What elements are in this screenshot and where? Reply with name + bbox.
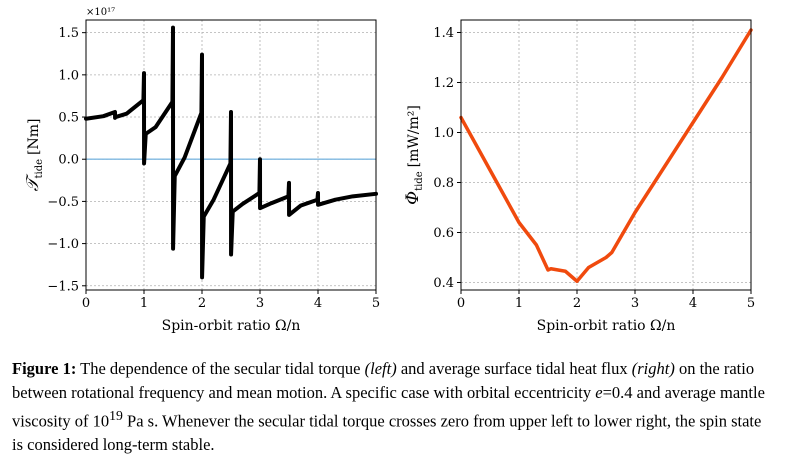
y-axis-subscript: tide (414, 171, 425, 191)
y-tick-label: 1.0 (433, 126, 454, 141)
caption-lead: Figure 1: (12, 359, 77, 378)
y-axis-unit: [mW/m²] (406, 105, 422, 167)
y-tick-label: 1.2 (433, 76, 454, 91)
x-tick-label: 2 (198, 296, 206, 311)
x-tick-label: 1 (515, 296, 523, 311)
caption-text-5: Pa s. Whenever the secular tidal torque … (12, 411, 762, 455)
caption-text-3: on the ratio between rotational frequenc… (12, 359, 755, 402)
y-tick-label: 0.4 (433, 276, 454, 291)
y-axis-unit: [Nm] (26, 118, 42, 154)
x-axis-label: Spin-orbit ratio Ω/n (162, 318, 301, 334)
y-axis-label: 𝒯tide[Nm] (23, 118, 45, 191)
figure-plots: 0 1 2 3 4 5 −1.5 −1.0 −0.5 0.0 0.5 1.0 1.5 Spin-orbit… (23, 7, 755, 334)
y-tick-label: 0.6 (433, 226, 454, 241)
y-tick-label: −0.5 (47, 195, 79, 210)
y-tick-label: 1.5 (58, 26, 79, 41)
y-axis-subscript: tide (34, 159, 45, 179)
x-tick-label: 4 (689, 296, 697, 311)
tidal-torque-chart: 0 1 2 3 4 5 −1.5 −1.0 −0.5 0.0 0.5 1.0 1.5 Spin-orbit… (23, 7, 380, 334)
series-line (459, 28, 753, 283)
y-tick-label: −1.5 (47, 279, 79, 294)
offset-text: ×10¹⁷ (86, 7, 115, 18)
x-tick-label: 5 (372, 296, 380, 311)
series-line (84, 25, 378, 280)
x-tick-label: 0 (82, 296, 90, 311)
caption-text-2: and average surface tidal heat flux (396, 359, 632, 378)
caption-text-1: The dependence of the secular tidal torq… (76, 359, 365, 378)
plot-frame (460, 19, 752, 291)
x-tick-label: 0 (457, 296, 465, 311)
caption-right: (right) (631, 359, 675, 378)
y-axis-label: Φtide [mW/m²] (403, 105, 425, 205)
caption-left: (left) (364, 359, 397, 378)
y-tick-label: 1.0 (58, 68, 79, 83)
y-tick-label: 0.8 (433, 176, 454, 191)
caption-exponent: 19 (109, 408, 123, 423)
y-axis-symbol: Φ (403, 191, 423, 205)
x-axis-label: Spin-orbit ratio Ω/n (537, 318, 676, 334)
x-tick-label: 3 (256, 296, 264, 311)
y-tick-label: 0.5 (58, 111, 79, 126)
tidal-heat-flux-chart: 0 1 2 3 4 5 0.4 0.6 0.8 1.0 1.2 1.4 Spin-orbit ratio… (403, 19, 755, 334)
y-tick-label: −1.0 (47, 237, 79, 252)
figure-caption: Figure 1: The dependence of the secular … (12, 357, 776, 457)
caption-e: e (595, 382, 603, 402)
y-tick-label: 0.0 (58, 153, 79, 168)
x-tick-label: 3 (631, 296, 639, 311)
x-tick-label: 4 (314, 296, 322, 311)
x-tick-label: 5 (747, 296, 755, 311)
x-tick-label: 1 (140, 296, 148, 311)
caption-text-4: =0.4 and average mantle viscosity of 10 (12, 382, 765, 431)
x-tick-label: 2 (573, 296, 581, 311)
y-tick-label: 1.4 (433, 26, 454, 41)
plot-frame (85, 19, 377, 291)
